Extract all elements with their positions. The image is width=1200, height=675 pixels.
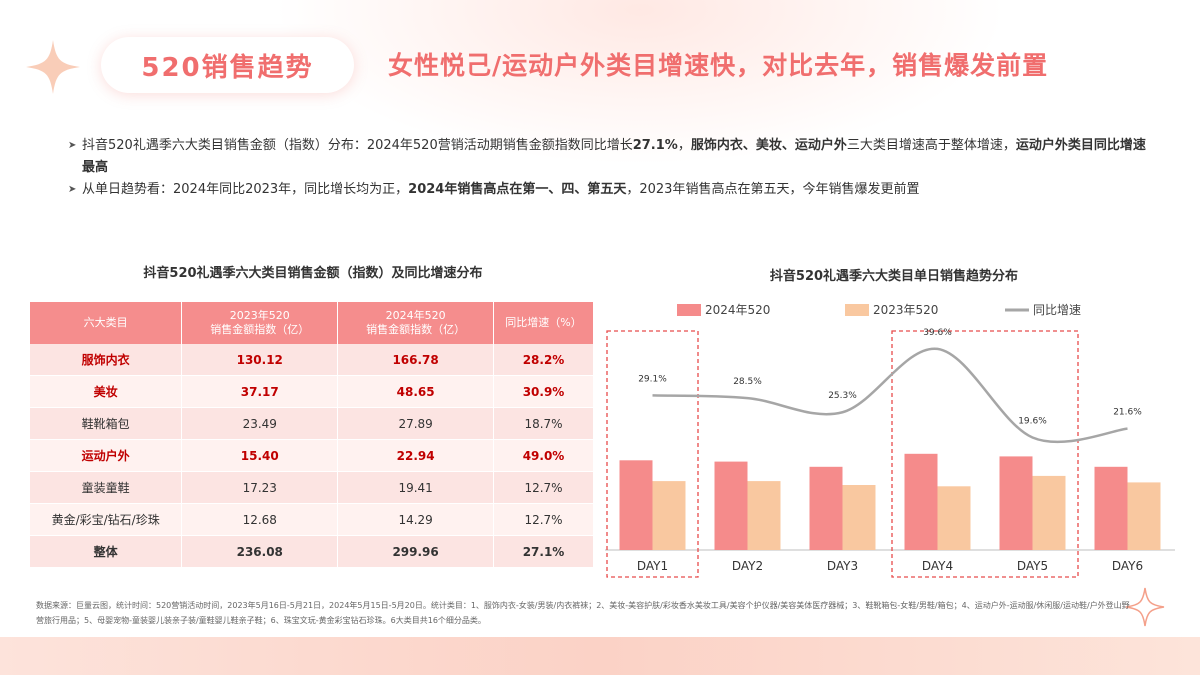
legend-swatch [845, 304, 869, 316]
sparkle-icon [1125, 587, 1165, 627]
table-header-cell: 同比增速（%） [493, 302, 594, 344]
table-cell-growth: 27.1% [493, 535, 594, 568]
table-header-row: 六大类目 2023年520 销售金额指数（亿） 2024年520 销售金额指数（亿） 同比… [30, 302, 594, 344]
summary-bullets: ➤ 抖音520礼遇季六大类目销售金额（指数）分布：2024年520营销活动期销售金… [68, 135, 1148, 201]
bullet-text: 从单日趋势看：2024年同比2023年，同比增长均为正， [82, 182, 409, 197]
x-tick-label: DAY6 [1112, 559, 1143, 573]
bullet-arrow-icon: ➤ [68, 140, 77, 151]
table-row: 美妆 37.17 48.65 30.9% [30, 375, 594, 408]
chart-title: 抖音520礼遇季六大类目单日销售趋势分布 [769, 269, 1019, 284]
bottom-band [0, 637, 1200, 675]
bar [842, 485, 876, 550]
table-cell-category: 黄金/彩宝/钻石/珍珠 [30, 503, 183, 536]
bar [1032, 475, 1066, 550]
table-cell-v2024: 48.65 [337, 375, 495, 408]
table-cell-growth: 12.7% [493, 503, 594, 536]
table-cell-v2023: 130.12 [181, 344, 339, 376]
sparkle-icon [26, 40, 80, 94]
table-row: 服饰内衣 130.12 166.78 28.2% [30, 344, 594, 376]
summary-bullet: ➤ 抖音520礼遇季六大类目销售金额（指数）分布：2024年520营销活动期销售金… [68, 135, 1148, 179]
bar [999, 456, 1033, 550]
growth-data-label: 25.3% [828, 391, 857, 401]
table-cell-v2024: 19.41 [337, 471, 495, 504]
table-cell-v2023: 236.08 [181, 535, 339, 568]
growth-data-label: 28.5% [733, 377, 762, 387]
table-cell-category: 整体 [30, 535, 183, 568]
table-cell-v2023: 12.68 [181, 503, 339, 536]
table-cell-growth: 30.9% [493, 375, 594, 408]
table-cell-v2024: 22.94 [337, 439, 495, 472]
growth-data-label: 19.6% [1018, 416, 1047, 426]
bar [652, 481, 686, 550]
bullet-text: 运动户外类目同比增速最高 [82, 138, 1146, 175]
table-cell-growth: 28.2% [493, 344, 594, 376]
growth-line [652, 347, 1128, 444]
section-title: 520销售趋势 [141, 52, 314, 83]
x-tick-label: DAY3 [827, 559, 858, 573]
table-header-cell: 2024年520 销售金额指数（亿） [337, 302, 495, 344]
table-cell-v2024: 14.29 [337, 503, 495, 536]
summary-bullet: ➤ 从单日趋势看：2024年同比2023年，同比增长均为正，2024年销售高点在第… [68, 179, 1148, 201]
bar [619, 460, 653, 550]
highlight-frame [891, 330, 1079, 578]
footnote: 数据来源：巨量云图，统计时间：520营销活动时间，2023年5月16日-5月21… [36, 601, 1130, 625]
table-cell-category: 服饰内衣 [30, 344, 183, 376]
bullet-text: 三大类目增速高于整体增速， [846, 138, 1016, 153]
legend-label: 2023年520 [873, 303, 938, 317]
x-tick-label: DAY2 [732, 559, 763, 573]
bar [1127, 482, 1161, 550]
bar [937, 486, 971, 550]
table-row: 整体 236.08 299.96 27.1% [30, 535, 594, 568]
table-row: 黄金/彩宝/钻石/珍珠 12.68 14.29 12.7% [30, 503, 594, 536]
highlight-frame [606, 330, 699, 578]
legend-label: 同比增速 [1033, 303, 1081, 317]
legend-swatch [677, 304, 701, 316]
growth-data-label: 29.1% [638, 374, 667, 384]
bullet-text: 2024年销售高点在第一、四、第五天 [408, 182, 627, 197]
x-tick-label: DAY4 [922, 559, 953, 573]
table-cell-category: 美妆 [30, 375, 183, 408]
table-row: 鞋靴箱包 23.49 27.89 18.7% [30, 407, 594, 440]
bullet-text: ，2023年销售高点在第五天，今年销售爆发更前置 [626, 182, 920, 197]
table-cell-v2023: 17.23 [181, 471, 339, 504]
table-cell-growth: 18.7% [493, 407, 594, 440]
table-cell-growth: 12.7% [493, 471, 594, 504]
category-sales-table: 六大类目 2023年520 销售金额指数（亿） 2024年520 销售金额指数（亿） 同比… [30, 302, 594, 568]
x-tick-label: DAY5 [1017, 559, 1048, 573]
table-cell-category: 鞋靴箱包 [30, 407, 183, 440]
bullet-arrow-icon: ➤ [68, 184, 77, 195]
table-row: 运动户外 15.40 22.94 49.0% [30, 439, 594, 472]
growth-data-label: 21.6% [1113, 408, 1142, 418]
table-cell-v2023: 23.49 [181, 407, 339, 440]
x-tick-label: DAY1 [637, 559, 668, 573]
table-header-cell: 2023年520 销售金额指数（亿） [181, 302, 339, 344]
table-cell-v2023: 37.17 [181, 375, 339, 408]
daily-sales-chart: 2024年520 2023年520 同比增速 DAY1 DAY2 DAY3 DAY4 DAY5… [605, 303, 1175, 578]
bullet-text: 27.1% [632, 138, 678, 153]
bullet-text: ， [677, 138, 691, 153]
section-title-pill: 520销售趋势 [101, 37, 354, 93]
table-cell-category: 童装童鞋 [30, 471, 183, 504]
headline: 女性悦己/运动户外类目增速快，对比去年，销售爆发前置 [388, 51, 1049, 80]
bar [904, 453, 938, 550]
table-cell-v2023: 15.40 [181, 439, 339, 472]
table-header-cell: 六大类目 [30, 302, 183, 344]
growth-data-label: 39.6% [923, 328, 952, 338]
table-cell-v2024: 299.96 [337, 535, 495, 568]
bar [714, 461, 748, 550]
bullet-text: 抖音520礼遇季六大类目销售金额（指数）分布：2024年520营销活动期销售金额… [82, 138, 633, 153]
table-title: 抖音520礼遇季六大类目销售金额（指数）及同比增速分布 [143, 266, 483, 281]
table-cell-category: 运动户外 [30, 439, 183, 472]
table-cell-growth: 49.0% [493, 439, 594, 472]
bar [1094, 466, 1128, 550]
table-row: 童装童鞋 17.23 19.41 12.7% [30, 471, 594, 504]
bar [747, 481, 781, 550]
bar [809, 466, 843, 550]
bullet-text: 服饰内衣、美妆、运动户外 [690, 138, 847, 153]
table-cell-v2024: 166.78 [337, 344, 495, 376]
legend-label: 2024年520 [705, 303, 770, 317]
table-cell-v2024: 27.89 [337, 407, 495, 440]
